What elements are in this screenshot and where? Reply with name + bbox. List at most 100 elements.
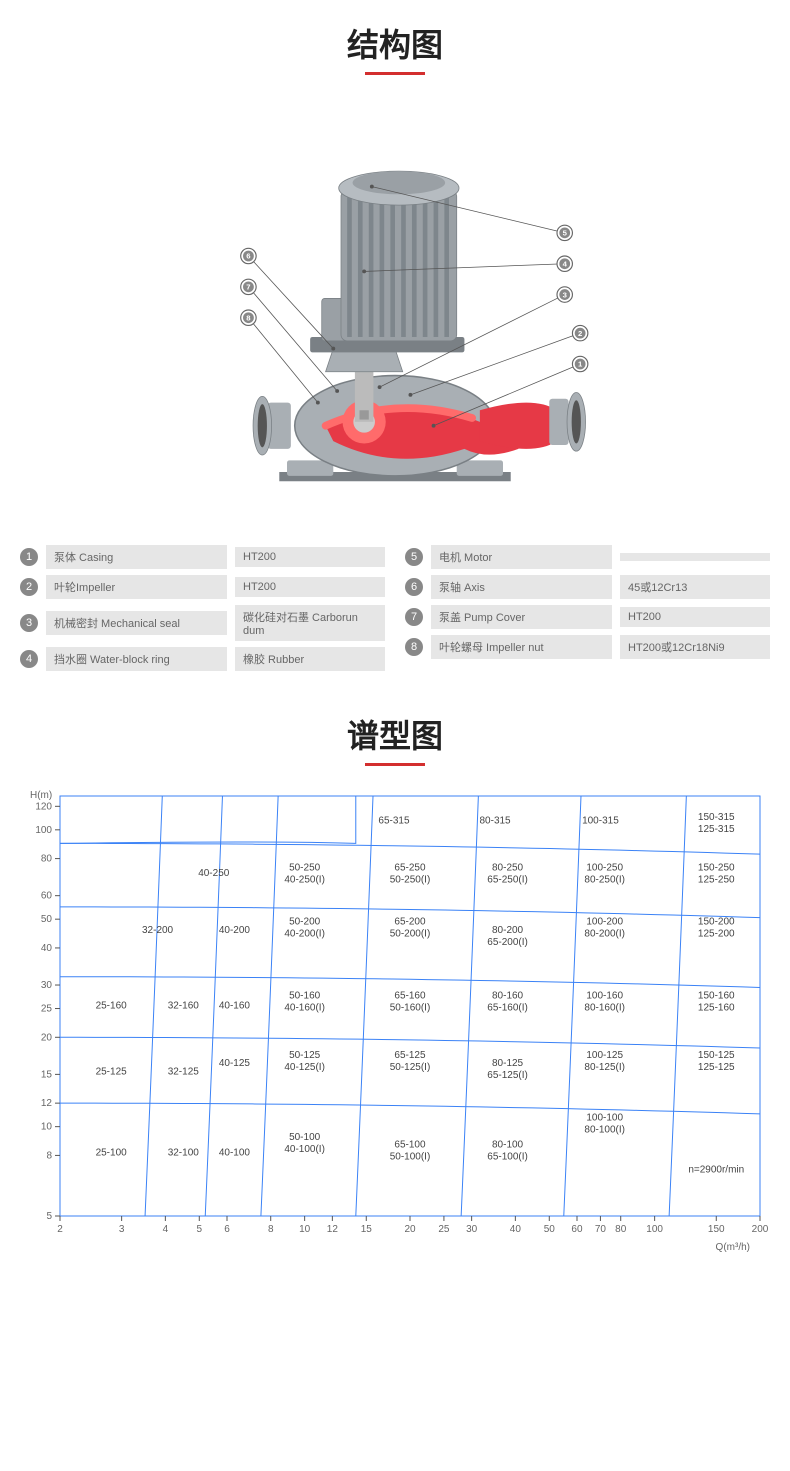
svg-text:100-125: 100-125 xyxy=(586,1050,623,1061)
svg-text:80-200(I): 80-200(I) xyxy=(584,928,625,939)
svg-text:100-100: 100-100 xyxy=(586,1112,623,1123)
part-label: 泵体 Casing xyxy=(46,545,227,569)
svg-text:30: 30 xyxy=(466,1224,478,1235)
svg-text:12: 12 xyxy=(327,1224,339,1235)
parts-col-left: 1 泵体 Casing HT200 2 叶轮Impeller HT200 3 机… xyxy=(20,545,385,671)
part-row: 3 机械密封 Mechanical seal 碳化硅对石墨 Carborun d… xyxy=(20,605,385,641)
svg-text:100-160: 100-160 xyxy=(586,991,623,1002)
part-material: 橡胶 Rubber xyxy=(235,647,385,671)
svg-text:5: 5 xyxy=(563,229,568,238)
svg-text:65-200(I): 65-200(I) xyxy=(487,937,528,948)
svg-text:65-160(I): 65-160(I) xyxy=(487,1003,528,1014)
svg-text:80-160(I): 80-160(I) xyxy=(584,1003,625,1014)
svg-text:40-160(I): 40-160(I) xyxy=(284,1003,325,1014)
svg-text:65-125: 65-125 xyxy=(394,1050,426,1061)
svg-text:Q(m³/h): Q(m³/h) xyxy=(716,1242,750,1253)
svg-text:40-250: 40-250 xyxy=(198,868,230,879)
part-material: 碳化硅对石墨 Carborun dum xyxy=(235,605,385,641)
svg-text:80-125: 80-125 xyxy=(492,1058,524,1069)
part-row: 4 挡水圈 Water-block ring 橡胶 Rubber xyxy=(20,647,385,671)
part-badge: 5 xyxy=(405,548,423,566)
part-badge: 7 xyxy=(405,608,423,626)
svg-text:65-100(I): 65-100(I) xyxy=(487,1152,528,1163)
svg-text:50: 50 xyxy=(41,914,53,925)
title-underline xyxy=(365,72,425,75)
svg-text:25-125: 25-125 xyxy=(96,1066,128,1077)
svg-text:40-200(I): 40-200(I) xyxy=(284,928,325,939)
svg-text:40: 40 xyxy=(510,1224,522,1235)
svg-text:25-100: 25-100 xyxy=(96,1147,128,1158)
svg-text:100: 100 xyxy=(35,825,52,836)
svg-text:60: 60 xyxy=(41,891,53,902)
part-label: 挡水圈 Water-block ring xyxy=(46,647,227,671)
svg-text:40-250(I): 40-250(I) xyxy=(284,874,325,885)
svg-text:150-160: 150-160 xyxy=(698,991,735,1002)
structure-title: 结构图 xyxy=(10,20,780,66)
chart-title: 谱型图 xyxy=(10,711,780,757)
svg-text:65-315: 65-315 xyxy=(378,816,410,827)
svg-text:40-100: 40-100 xyxy=(219,1147,251,1158)
svg-text:50-160: 50-160 xyxy=(289,991,321,1002)
svg-text:50-125: 50-125 xyxy=(289,1050,321,1061)
svg-text:100: 100 xyxy=(646,1224,663,1235)
part-label: 电机 Motor xyxy=(431,545,612,569)
svg-text:1: 1 xyxy=(578,360,583,369)
part-badge: 6 xyxy=(405,578,423,596)
svg-text:30: 30 xyxy=(41,980,53,991)
parts-col-right: 5 电机 Motor 6 泵轴 Axis 45或12Cr13 7 泵盖 Pump… xyxy=(405,545,770,671)
parts-table: 1 泵体 Casing HT200 2 叶轮Impeller HT200 3 机… xyxy=(10,545,780,671)
part-row: 1 泵体 Casing HT200 xyxy=(20,545,385,569)
svg-text:80: 80 xyxy=(615,1224,627,1235)
svg-text:65-250(I): 65-250(I) xyxy=(487,874,528,885)
svg-text:125-250: 125-250 xyxy=(698,874,735,885)
svg-text:125-315: 125-315 xyxy=(698,824,735,835)
svg-text:4: 4 xyxy=(563,259,568,268)
svg-text:125-200: 125-200 xyxy=(698,928,735,939)
svg-text:50-125(I): 50-125(I) xyxy=(390,1062,431,1073)
svg-text:15: 15 xyxy=(41,1069,53,1080)
part-material xyxy=(620,553,770,561)
part-label: 泵轴 Axis xyxy=(431,575,612,599)
svg-text:50-200(I): 50-200(I) xyxy=(390,928,431,939)
svg-text:25: 25 xyxy=(438,1224,450,1235)
part-label: 泵盖 Pump Cover xyxy=(431,605,612,629)
part-row: 6 泵轴 Axis 45或12Cr13 xyxy=(405,575,770,599)
svg-text:25-160: 25-160 xyxy=(96,1001,128,1012)
svg-text:25: 25 xyxy=(41,1004,53,1015)
structure-section: 结构图 12345678 1 泵体 Casing HT200 2 叶轮Impel… xyxy=(0,0,790,691)
part-material: HT200 xyxy=(235,547,385,567)
svg-text:80: 80 xyxy=(41,854,53,865)
svg-text:80-200: 80-200 xyxy=(492,925,524,936)
svg-text:3: 3 xyxy=(119,1224,125,1235)
svg-text:H(m): H(m) xyxy=(30,790,52,801)
svg-text:6: 6 xyxy=(246,252,250,261)
chart-svg: 2345681012152025304050607080100150200581… xyxy=(10,786,780,1256)
svg-text:125-160: 125-160 xyxy=(698,1003,735,1014)
svg-text:8: 8 xyxy=(268,1224,274,1235)
svg-text:32-125: 32-125 xyxy=(168,1066,200,1077)
svg-text:80-250(I): 80-250(I) xyxy=(584,874,625,885)
svg-text:50: 50 xyxy=(544,1224,556,1235)
part-row: 5 电机 Motor xyxy=(405,545,770,569)
svg-text:8: 8 xyxy=(46,1150,52,1161)
svg-text:40-200: 40-200 xyxy=(219,925,251,936)
svg-text:200: 200 xyxy=(752,1224,769,1235)
svg-text:40-125: 40-125 xyxy=(219,1058,251,1069)
svg-text:50-250: 50-250 xyxy=(289,862,321,873)
svg-text:2: 2 xyxy=(578,329,582,338)
svg-text:120: 120 xyxy=(35,801,52,812)
svg-text:100-315: 100-315 xyxy=(582,816,619,827)
svg-text:100-200: 100-200 xyxy=(586,916,623,927)
svg-text:65-200: 65-200 xyxy=(394,916,426,927)
svg-text:150-315: 150-315 xyxy=(698,812,735,823)
svg-text:50-160(I): 50-160(I) xyxy=(390,1003,431,1014)
svg-text:150-200: 150-200 xyxy=(698,916,735,927)
svg-text:125-125: 125-125 xyxy=(698,1062,735,1073)
svg-text:40-125(I): 40-125(I) xyxy=(284,1062,325,1073)
part-badge: 1 xyxy=(20,548,38,566)
svg-text:10: 10 xyxy=(41,1122,53,1133)
svg-text:8: 8 xyxy=(246,313,251,322)
svg-text:100-250: 100-250 xyxy=(586,862,623,873)
svg-text:n=2900r/min: n=2900r/min xyxy=(688,1165,744,1176)
part-badge: 4 xyxy=(20,650,38,668)
